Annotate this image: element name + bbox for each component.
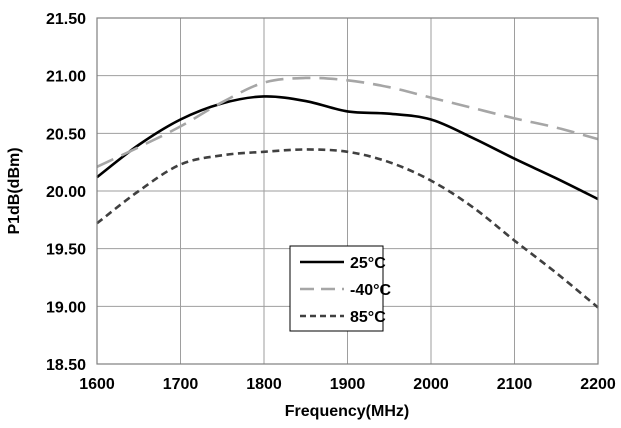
series-line [96,95,599,201]
y-tick-label: 20.00 [46,184,86,201]
y-tick-label: 18.50 [46,357,86,374]
x-tick-label: 1600 [79,376,115,393]
x-tick-label: 1900 [330,376,366,393]
plot-frame [96,17,599,365]
x-axis-title: Frequency(MHz) [285,403,409,420]
legend-label: 85°C [350,309,386,326]
x-tick-labels: 1600 1700 1800 1900 2000 2100 2200 [79,376,616,393]
x-tick-label: 1700 [163,376,199,393]
y-tick-label: 19.00 [46,299,86,316]
legend-label: -40°C [350,282,392,299]
x-tick-label: 2000 [413,376,449,393]
y-axis-title: P1dB(dBm) [6,147,23,234]
y-tick-label: 19.50 [46,242,86,259]
series-line [96,76,599,168]
x-tick-label: 2100 [497,376,533,393]
series-lines [96,76,599,309]
y-tick-label: 21.50 [46,11,86,28]
y-tick-label: 20.50 [46,126,86,143]
y-tick-labels: 18.50 19.00 19.50 20.00 20.50 21.00 21.50 [46,11,86,374]
x-tick-label: 1800 [246,376,282,393]
legend: 25°C -40°C 85°C [289,245,392,332]
x-tick-label: 2200 [580,376,616,393]
legend-label: 25°C [350,255,386,272]
series-line [96,148,599,309]
y-tick-label: 21.00 [46,69,86,86]
